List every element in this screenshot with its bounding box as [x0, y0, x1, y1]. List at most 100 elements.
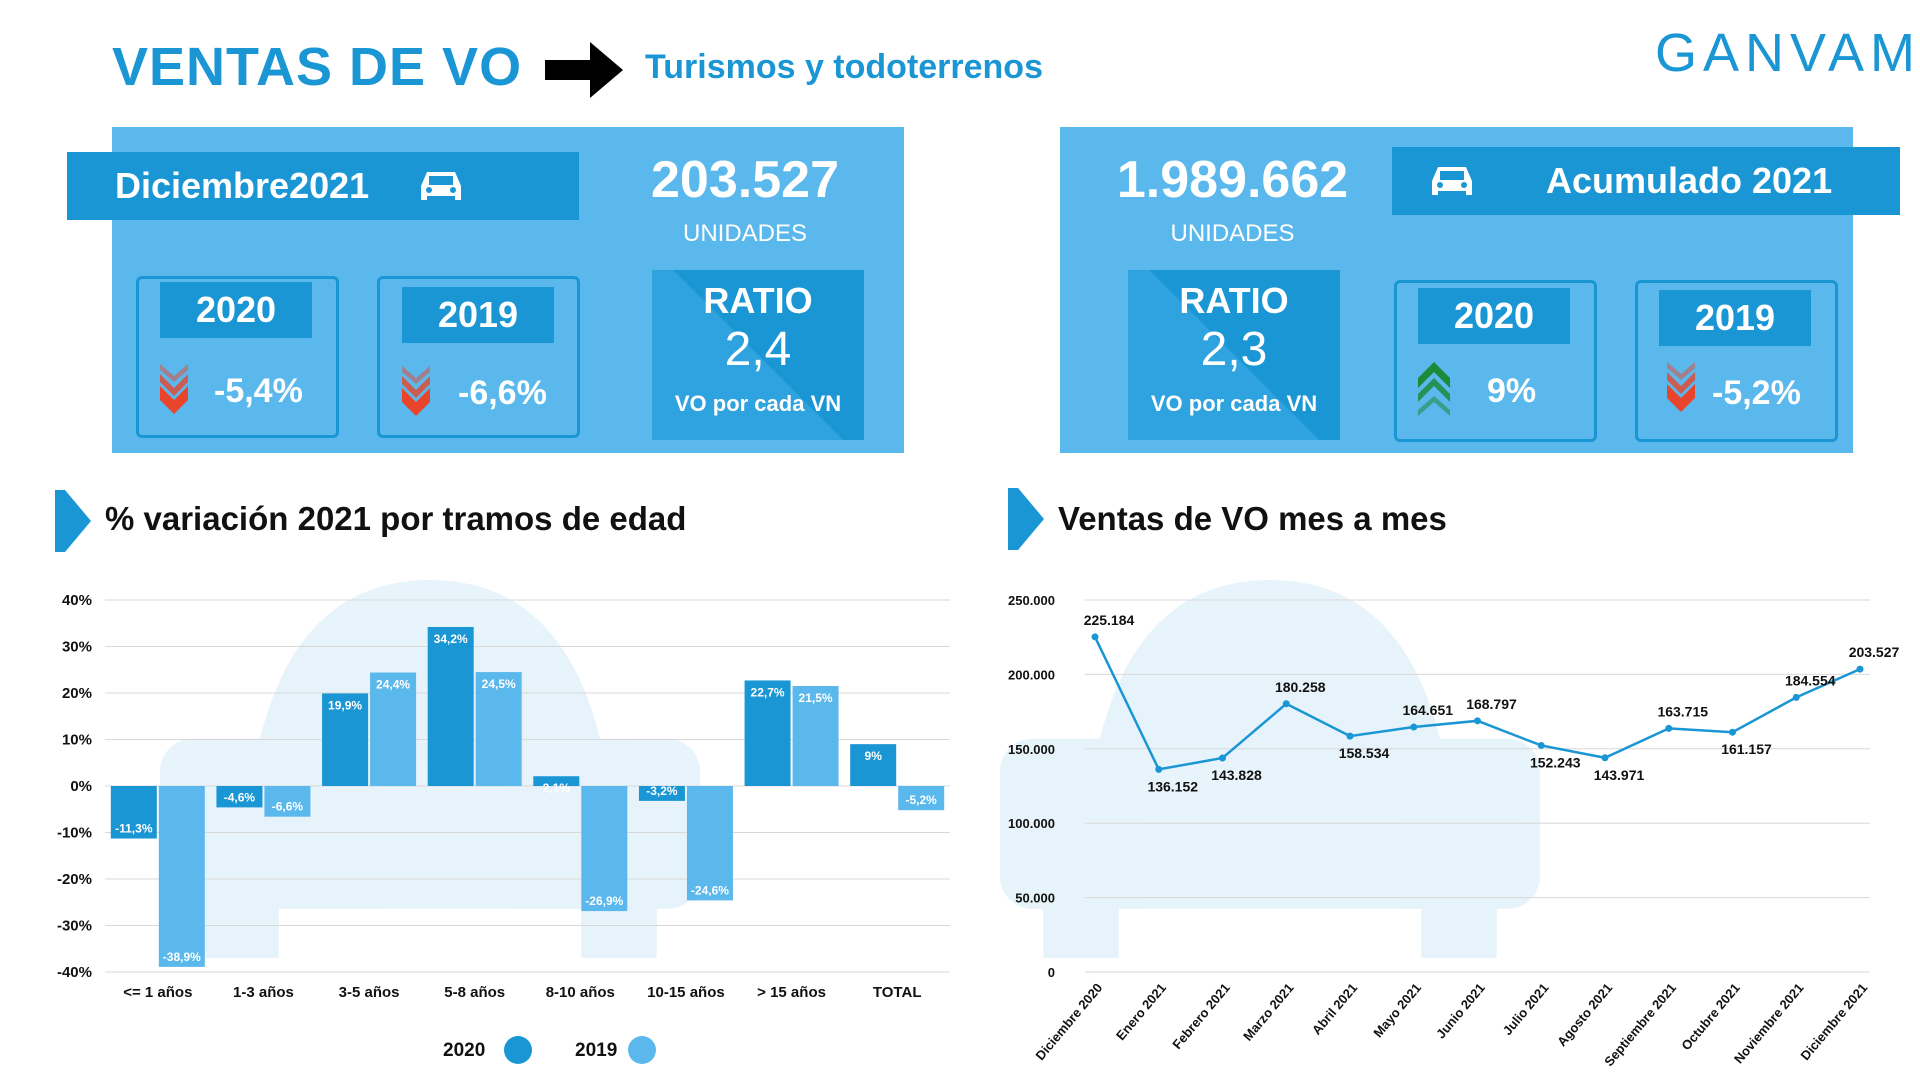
monthly-ratio: RATIO 2,4 VO por cada VN: [652, 280, 864, 417]
bar-2020: [850, 744, 897, 786]
page-title: VENTAS DE VO: [112, 37, 523, 97]
bar-2019: [370, 672, 417, 786]
point-data-label: 180.258: [1275, 679, 1326, 695]
x-tick-label: Agosto 2021: [1554, 980, 1615, 1049]
y-tick-label: -40%: [57, 964, 92, 981]
monthly-sales-line-chart: 250.000 200.000 150.000 100.000 50.000 0 225.1…: [1000, 580, 1900, 1069]
cumulative-compare-pct: -5,2%: [1712, 374, 1801, 412]
y-tick-label: 0%: [70, 778, 92, 795]
point-data-label: 203.527: [1849, 644, 1900, 660]
monthly-label: Diciembre2021: [115, 165, 370, 206]
ratio-value: 2,4: [724, 323, 792, 376]
bar-2019: [475, 672, 522, 786]
bar-data-label: 2,1%: [543, 781, 571, 795]
x-tick-label: Febrero 2021: [1169, 980, 1233, 1052]
sales-point: [1346, 732, 1354, 740]
x-tick-label: 1-3 años: [233, 984, 294, 1001]
x-tick-label: Junio 2021: [1433, 980, 1488, 1041]
arrow-right-icon: [545, 42, 623, 98]
cumulative-compare-pct: 9%: [1487, 372, 1537, 410]
bar-2019: [686, 786, 733, 901]
x-tick-label: 8-10 años: [546, 984, 615, 1001]
bar-data-label: 24,5%: [482, 677, 516, 691]
car-icon: [421, 172, 462, 200]
sales-point: [1729, 728, 1736, 736]
cumulative-label-bar: Acumulado 2021: [1392, 147, 1900, 215]
sales-point: [1856, 665, 1864, 673]
point-data-label: 163.715: [1657, 703, 1708, 719]
monthly-compare-pct: -6,6%: [458, 374, 547, 412]
x-tick-label: Enero 2021: [1113, 980, 1169, 1043]
monthly-units-label: UNIDADES: [682, 220, 808, 247]
left-section-heading: % variación 2021 por tramos de edad: [105, 500, 687, 537]
monthly-compare-year: 2020: [160, 282, 312, 338]
x-tick-label: Marzo 2021: [1240, 980, 1297, 1043]
cumulative-compare-year: 2020: [1418, 288, 1570, 344]
point-data-label: 158.534: [1339, 745, 1390, 761]
sales-point: [1474, 717, 1481, 725]
ratio-caption: VO por cada VN: [674, 391, 842, 416]
ratio-value: 2,3: [1200, 323, 1268, 376]
legend-swatch-2020: [504, 1036, 532, 1064]
bar-data-label: -11,3%: [115, 822, 153, 836]
watermark-car-wheel: [203, 882, 279, 958]
ratio-title: RATIO: [703, 280, 813, 321]
x-tick-label: Diciembre 2020: [1032, 980, 1105, 1063]
bar-2020: [638, 786, 685, 801]
x-tick-label: Noviembre 2021: [1731, 980, 1807, 1066]
watermark-car-wheel: [1421, 882, 1497, 958]
section-marker-icon: [55, 490, 91, 552]
bar-data-label: 19,9%: [328, 698, 362, 712]
x-tick-label: <= 1 años: [123, 984, 192, 1001]
legend-swatch-2019: [628, 1036, 656, 1064]
x-tick-label: 5-8 años: [444, 984, 505, 1001]
y-tick-label: 150.000: [1008, 742, 1055, 757]
y-tick-label: 250.000: [1008, 593, 1055, 608]
y-tick-label: 10%: [62, 732, 92, 749]
x-tick-label: Diciembre 2021: [1797, 980, 1870, 1063]
y-tick-label: 200.000: [1008, 667, 1055, 682]
sales-point: [1601, 754, 1609, 762]
ratio-title: RATIO: [1179, 280, 1289, 321]
sales-point: [1537, 741, 1545, 749]
trend-up-icon: [1418, 362, 1450, 416]
point-data-label: 143.828: [1211, 767, 1262, 783]
trend-down-icon: [402, 366, 430, 416]
bar-2020: [427, 626, 474, 786]
cumulative-compare-2020: [1394, 280, 1597, 442]
watermark-car-wheel: [1043, 882, 1119, 958]
bar-2019: [158, 786, 205, 967]
bar-2020: [322, 693, 369, 786]
monthly-compare-2020: [136, 276, 339, 438]
trend-down-icon: [160, 364, 188, 414]
sales-point: [1792, 693, 1800, 701]
x-tick-label: Octubre 2021: [1678, 980, 1742, 1053]
bar-data-label: -24,6%: [691, 883, 729, 897]
bar-data-label: -38,9%: [163, 950, 201, 964]
y-tick-label: -20%: [57, 871, 92, 888]
point-data-label: 161.157: [1721, 741, 1772, 757]
cumulative-compare-2019: [1635, 280, 1838, 442]
x-tick-label: TOTAL: [873, 984, 922, 1001]
bar-data-label: 34,2%: [434, 632, 468, 646]
x-tick-label: Julio 2021: [1500, 980, 1552, 1038]
legend-label-2019: 2019: [575, 1040, 618, 1061]
bar-2020: [533, 776, 580, 786]
bar-data-label: 21,5%: [799, 691, 833, 705]
page-subtitle: Turismos y todoterrenos: [645, 48, 1043, 86]
watermark-car-icon: [1000, 580, 1540, 958]
bar-2019: [898, 786, 945, 811]
bar-2020: [110, 786, 157, 839]
y-tick-label: 100.000: [1008, 816, 1055, 831]
ratio-caption: VO por cada VN: [1150, 391, 1318, 416]
y-tick-label: 20%: [62, 685, 92, 702]
bar-2020: [216, 786, 263, 808]
sales-point: [1282, 700, 1290, 708]
point-data-label: 136.152: [1147, 778, 1198, 794]
sales-point: [1091, 633, 1099, 641]
cumulative-units-value: 1.989.662: [1116, 151, 1349, 209]
brand-logo: GANVAM: [1655, 23, 1920, 83]
bar-2019: [792, 686, 839, 786]
sales-point: [1155, 765, 1163, 773]
monthly-compare-year: 2019: [402, 287, 554, 343]
